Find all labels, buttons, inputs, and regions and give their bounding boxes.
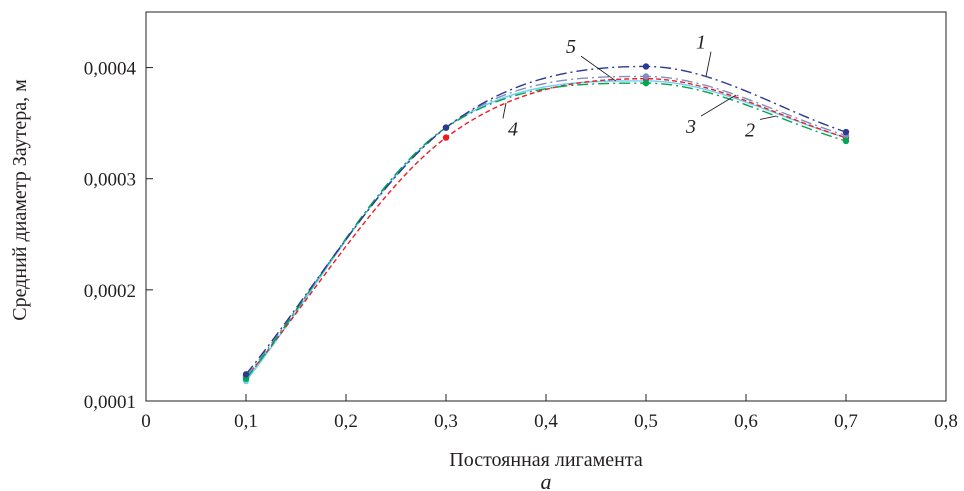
leader-line-4 <box>502 102 507 119</box>
leader-line-5 <box>580 55 617 82</box>
x-tick-label: 0,3 <box>434 411 458 432</box>
data-point-1 <box>242 371 250 378</box>
y-axis-title: Средний диаметр Заутера, м <box>9 79 31 321</box>
curve-labels: 1 5 4 3 2 <box>508 32 755 142</box>
x-tick-label: 0,1 <box>234 411 258 432</box>
x-tick-label: 0,4 <box>534 411 558 432</box>
series-line-1 <box>245 65 847 375</box>
plot-frame <box>145 11 947 402</box>
y-tick-label: 0,0004 <box>84 59 137 80</box>
series-line-5 <box>245 80 847 382</box>
curve-label-4: 4 <box>508 118 518 140</box>
panel-label: а <box>541 469 552 491</box>
data-point-2 <box>842 137 850 145</box>
x-tick-label: 0,7 <box>834 411 858 432</box>
x-tick-label: 0,8 <box>934 411 958 432</box>
curve-label-3: 3 <box>685 116 696 138</box>
series-line-4 <box>245 77 847 379</box>
data-point-2 <box>242 375 250 382</box>
leader-line-1 <box>705 51 712 77</box>
markers <box>242 63 850 385</box>
leader-lines <box>502 51 777 120</box>
x-tick-label: 0 <box>141 411 151 432</box>
data-point-1 <box>842 128 850 136</box>
x-axis-title: Постоянная лигамента <box>449 449 643 471</box>
y-tick-label: 0,0002 <box>84 281 136 302</box>
curves <box>245 65 847 382</box>
data-point-1 <box>442 124 450 131</box>
x-tick-label: 0,5 <box>634 411 658 432</box>
x-axis: 0 0,1 0,2 0,3 0,4 0,5 0,6 0,7 0,8 <box>141 394 958 432</box>
x-tick-label: 0,2 <box>334 411 358 432</box>
data-point-4 <box>442 134 450 141</box>
x-tick-label: 0,6 <box>734 411 758 432</box>
y-tick-label: 0,0003 <box>84 170 136 191</box>
data-point-3 <box>642 73 650 80</box>
leader-line-2 <box>759 115 777 120</box>
series-line-2 <box>245 82 847 380</box>
leader-line-3 <box>700 94 737 117</box>
curve-label-1: 1 <box>696 32 706 54</box>
curve-label-2: 2 <box>745 119 755 141</box>
data-point-2 <box>642 79 650 87</box>
series-line-3 <box>245 75 847 377</box>
y-axis: 0,0001 0,0002 0,0003 0,0004 <box>84 59 153 413</box>
curve-label-5: 5 <box>566 36 576 58</box>
data-point-1 <box>642 63 650 70</box>
y-tick-label: 0,0001 <box>84 392 136 413</box>
